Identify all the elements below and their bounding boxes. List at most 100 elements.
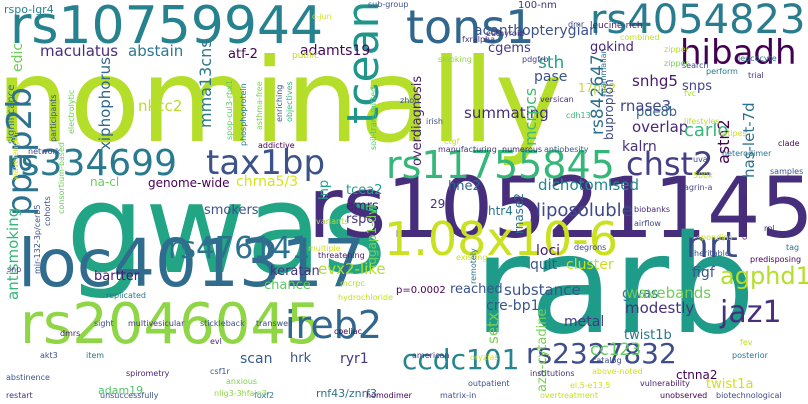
cloud-word: setx	[484, 312, 502, 344]
cloud-word: rspos	[346, 212, 382, 227]
cloud-word: mammalian	[599, 48, 608, 96]
cloud-word: nlig3-3hfain3	[214, 389, 267, 398]
cloud-word: hibadh	[680, 33, 797, 73]
cloud-word: chance	[264, 278, 311, 293]
cloud-word: american	[412, 351, 450, 360]
cloud-word: clade	[778, 139, 800, 148]
cloud-word: adam19	[98, 384, 144, 397]
cloud-word: wavelengths	[11, 129, 20, 180]
cloud-word: p=0.0002	[396, 285, 446, 296]
cloud-word: edic	[10, 42, 26, 72]
cloud-word: 1.08x10-6	[384, 212, 619, 266]
cloud-word: summating	[464, 104, 549, 122]
cloud-word: institutions	[530, 369, 575, 378]
cloud-word: cre-bp1	[486, 298, 540, 314]
cloud-word: airflow	[634, 219, 661, 228]
cloud-word: stickleback	[200, 319, 245, 328]
cloud-word: hydrochloride	[338, 293, 393, 302]
cloud-word: numerous	[502, 145, 543, 154]
cloud-word: tax1bp	[206, 143, 326, 183]
cloud-word: public	[292, 51, 320, 61]
cloud-word: perform	[706, 67, 738, 76]
cloud-word: xiphophorus	[96, 57, 114, 150]
cloud-word: lifestyles	[684, 117, 720, 126]
cloud-word: leucocyte	[738, 54, 777, 63]
cloud-word: tcea2	[346, 183, 383, 198]
cloud-word: sth	[538, 53, 565, 73]
cloud-word: kalrn	[622, 139, 657, 155]
cloud-word: homodimer	[366, 391, 412, 400]
cloud-word: nkcc2	[138, 97, 183, 115]
cloud-word: antismoking	[4, 207, 22, 300]
cloud-word: nominally	[0, 34, 564, 169]
cloud-word: emrs	[346, 199, 379, 214]
cloud-word: predisposing	[750, 255, 802, 264]
cloud-word: combined	[620, 33, 660, 42]
cloud-word: uva	[693, 155, 708, 164]
cloud-word: atf-2	[228, 47, 258, 62]
cloud-word: acanthopterygian	[474, 23, 598, 39]
cloud-word: biobanks	[634, 205, 671, 214]
cloud-word: agphd1	[720, 262, 808, 290]
cloud-word: abstinence	[6, 373, 50, 382]
cloud-word: ireb2	[285, 303, 383, 347]
cloud-word: chst2	[626, 145, 714, 183]
cloud-word: above-noted	[592, 367, 643, 376]
cloud-word: fxralpha	[462, 35, 496, 44]
cloud-word: fvc	[684, 89, 696, 98]
cloud-word: unsuccessfully	[100, 391, 159, 400]
cloud-word: catalog	[592, 356, 622, 365]
cloud-word: rs10521145	[308, 159, 808, 257]
cloud-word: 17p12	[578, 81, 617, 95]
cloud-word: dmrs	[60, 329, 81, 338]
cloud-word: samples	[770, 167, 804, 176]
cloud-word: overtreatment	[540, 391, 598, 400]
cloud-word: zipper	[664, 59, 689, 68]
cloud-word: rs2046045	[20, 292, 322, 357]
cloud-word: genome-wide	[148, 176, 230, 190]
cloud-word: scan	[240, 351, 273, 367]
cloud-word: ctgf	[444, 137, 460, 146]
cloud-word: existing	[456, 253, 488, 262]
cloud-word: cgems	[488, 41, 531, 56]
cloud-word: el.5-e13,5	[570, 381, 611, 390]
cloud-word: addictive	[258, 141, 295, 150]
cloud-word: remotely	[469, 248, 478, 284]
cloud-word: fev	[740, 338, 753, 347]
cloud-word: tons1	[406, 0, 535, 54]
cloud-word: rspo-lgr4	[4, 3, 54, 16]
cloud-word: ryr1	[340, 351, 369, 367]
cloud-word: overdiagnosis	[410, 75, 425, 166]
cloud-word: variants	[316, 217, 349, 226]
cloud-word: biotechnological	[716, 391, 782, 400]
cloud-word: has-let-7d	[740, 102, 758, 178]
cloud-word: threatening	[318, 251, 365, 260]
cloud-word: zipper	[664, 45, 689, 54]
cloud-word: nrt	[686, 225, 738, 266]
cloud-word: 100-nm	[518, 0, 557, 11]
cloud-word: rs11755845	[386, 143, 615, 187]
cloud-word: oryzias	[470, 353, 499, 362]
cloud-word: heterodimer	[722, 149, 772, 158]
cloud-word: rs10759944	[10, 0, 324, 56]
cloud-word: soil-transmitted	[369, 86, 378, 150]
cloud-word: carlo	[684, 120, 729, 141]
cloud-word: trial	[748, 71, 764, 80]
cloud-word: smoking	[438, 55, 472, 64]
cloud-word: snp	[7, 265, 22, 274]
cloud-word: versican	[540, 95, 574, 104]
cloud-word: rs334699	[6, 143, 177, 184]
cloud-word: hrk	[290, 351, 312, 366]
cloud-word: mcrpcs	[521, 87, 540, 146]
cloud-word: chrna5/3	[236, 174, 299, 190]
cloud-word: pase	[534, 69, 568, 85]
cloud-word: irish	[426, 117, 443, 126]
cloud-word: agrin-a	[684, 183, 713, 192]
cloud-word: anxious	[226, 377, 258, 386]
cloud-word: euthyroid	[486, 29, 525, 38]
cloud-word: snhg5	[632, 72, 678, 90]
cloud-word: gwas	[622, 286, 659, 302]
cloud-word: csf1r	[210, 367, 230, 376]
cloud-word: tag	[786, 243, 800, 252]
